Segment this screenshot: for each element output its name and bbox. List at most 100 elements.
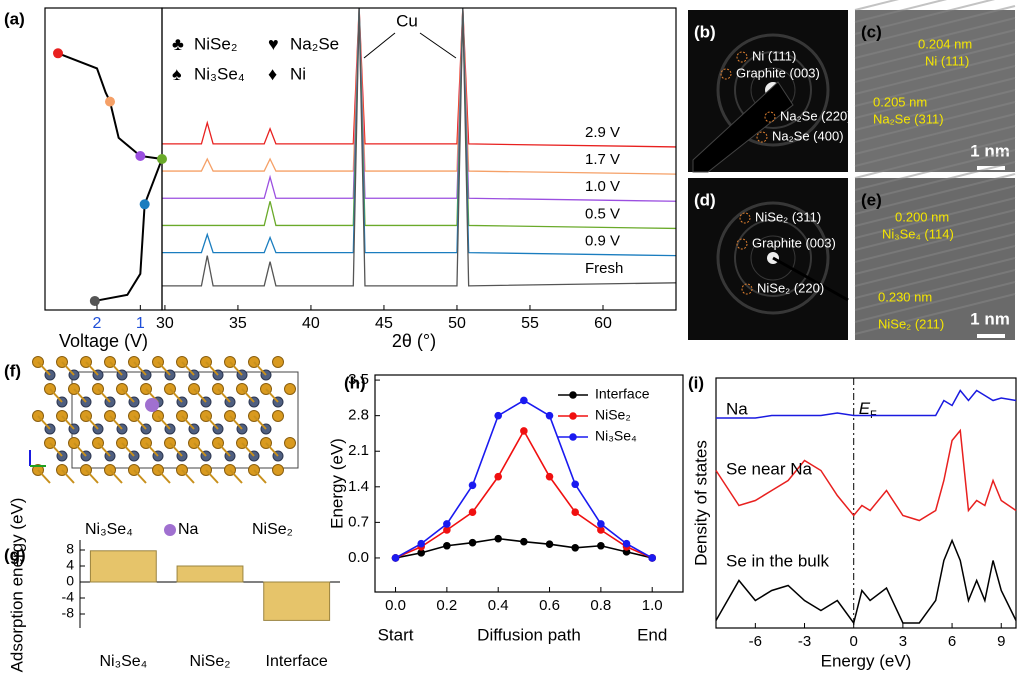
x-tick-label: 30 bbox=[156, 315, 174, 332]
structure-label: Ni₃Se₄ bbox=[85, 521, 133, 538]
legend-text: Interface bbox=[595, 386, 650, 402]
panel-label: (f) bbox=[4, 361, 21, 380]
point bbox=[417, 540, 425, 548]
trace-label: 2.9 V bbox=[585, 124, 620, 141]
y-tick-label: 2.8 bbox=[348, 407, 369, 424]
panel-label: (a) bbox=[4, 9, 25, 28]
legend-text: Ni₃Se₄ bbox=[595, 428, 637, 444]
x-end-label: End bbox=[637, 625, 667, 644]
se-atom bbox=[285, 438, 296, 449]
point bbox=[520, 397, 528, 405]
se-atom bbox=[273, 411, 284, 422]
panel-label: (e) bbox=[861, 190, 882, 209]
point bbox=[520, 427, 528, 435]
na-legend bbox=[164, 524, 176, 536]
y-axis-label: Energy (eV) bbox=[327, 438, 346, 529]
y-tick-label: 2.1 bbox=[348, 442, 369, 459]
point bbox=[648, 554, 656, 562]
panel-label: (i) bbox=[688, 373, 704, 392]
panel-label: (d) bbox=[694, 190, 716, 209]
image-label: 0.205 nm bbox=[873, 94, 927, 109]
y-tick-label: 4 bbox=[66, 557, 74, 573]
na-atom bbox=[145, 398, 159, 412]
point bbox=[494, 473, 502, 481]
x-tick-label: 2 bbox=[93, 315, 102, 332]
x-end-label: Start bbox=[378, 625, 414, 644]
y-tick-label: 1.4 bbox=[348, 478, 369, 495]
legend-symbol: ♠ bbox=[172, 64, 182, 84]
image-label: Ni₃Se₄ (114) bbox=[882, 226, 954, 241]
y-tick-label: -8 bbox=[62, 605, 75, 621]
x-tick-label: 3 bbox=[899, 633, 907, 650]
state-point bbox=[53, 48, 63, 58]
annotation: Cu bbox=[396, 11, 418, 30]
image-label: Na₂Se (220) bbox=[780, 108, 852, 123]
y-tick-label: 3.5 bbox=[348, 371, 369, 388]
y-tick-label: 8 bbox=[66, 541, 74, 557]
state-point bbox=[105, 97, 115, 107]
state-point bbox=[157, 154, 167, 164]
panel-label: (b) bbox=[694, 22, 716, 41]
legend-text: Ni bbox=[290, 64, 306, 83]
figure: (a)2.9 V1.7 V1.0 V0.5 V0.9 VFresh3035404… bbox=[0, 0, 1018, 682]
legend-text: NiSe₂ bbox=[194, 34, 237, 53]
x-tick-label: 35 bbox=[229, 315, 247, 332]
x-tick-label: 60 bbox=[594, 315, 612, 332]
point bbox=[494, 412, 502, 420]
legend-marker bbox=[569, 433, 577, 441]
x-tick-label: NiSe₂ bbox=[190, 653, 231, 670]
bar bbox=[264, 582, 330, 620]
x-tick-label: 45 bbox=[375, 315, 393, 332]
x-tick-label: 1.0 bbox=[642, 597, 663, 614]
legend-marker bbox=[569, 412, 577, 420]
point bbox=[520, 538, 528, 546]
point bbox=[597, 520, 605, 528]
legend-text: Ni₃Se₄ bbox=[194, 64, 245, 83]
y-axis-label: Density of states bbox=[691, 440, 710, 566]
x-tick-label: Interface bbox=[266, 653, 328, 670]
y-axis-label: Adsorption energy (eV) bbox=[7, 498, 26, 673]
legend-marker bbox=[569, 391, 577, 399]
legend-text: NiSe₂ bbox=[595, 407, 631, 423]
scale-bar-label: 1 nm bbox=[970, 309, 1010, 328]
x-tick-label: 0.8 bbox=[590, 597, 611, 614]
series-label: Se in the bulk bbox=[726, 551, 830, 570]
image-label: 0.200 nm bbox=[895, 209, 949, 224]
point bbox=[546, 412, 554, 420]
bar bbox=[177, 566, 243, 582]
series-label: Se near Na bbox=[726, 459, 813, 478]
x-axis-label: Diffusion path bbox=[477, 625, 581, 644]
point bbox=[623, 540, 631, 548]
state-point bbox=[90, 296, 100, 306]
x-axis-label: Energy (eV) bbox=[821, 651, 912, 670]
image-label: Na₂Se (311) bbox=[873, 111, 944, 126]
x-tick-label: 50 bbox=[448, 315, 466, 332]
image-label: Graphite (003) bbox=[752, 235, 836, 250]
se-atom bbox=[285, 384, 296, 395]
x-tick-label: -6 bbox=[749, 633, 762, 650]
y-tick-label: 0 bbox=[66, 573, 74, 589]
image-label: NiSe₂ (311) bbox=[755, 209, 821, 224]
legend-symbol: ♥ bbox=[268, 34, 279, 54]
structure-label: Na bbox=[178, 521, 199, 538]
point bbox=[571, 544, 579, 552]
x-tick-label: 6 bbox=[948, 633, 956, 650]
point bbox=[443, 520, 451, 528]
point bbox=[443, 542, 451, 550]
x-tick-label: 0 bbox=[850, 633, 858, 650]
point bbox=[469, 481, 477, 489]
point bbox=[571, 508, 579, 516]
point bbox=[494, 535, 502, 543]
x-tick-label: Ni₃Se₄ bbox=[99, 653, 147, 670]
x-tick-label: 0.2 bbox=[436, 597, 457, 614]
y-tick-label: 0.0 bbox=[348, 549, 369, 566]
structure-label: NiSe₂ bbox=[252, 521, 293, 538]
x-axis-label: Voltage (V) bbox=[59, 331, 148, 351]
trace-label: 0.9 V bbox=[585, 233, 620, 250]
x-tick-label: 0.4 bbox=[488, 597, 509, 614]
point bbox=[546, 540, 554, 548]
image-label: Ni (111) bbox=[925, 53, 969, 68]
image-label: Graphite (003) bbox=[736, 65, 820, 80]
trace-label: Fresh bbox=[585, 260, 623, 277]
point bbox=[546, 473, 554, 481]
